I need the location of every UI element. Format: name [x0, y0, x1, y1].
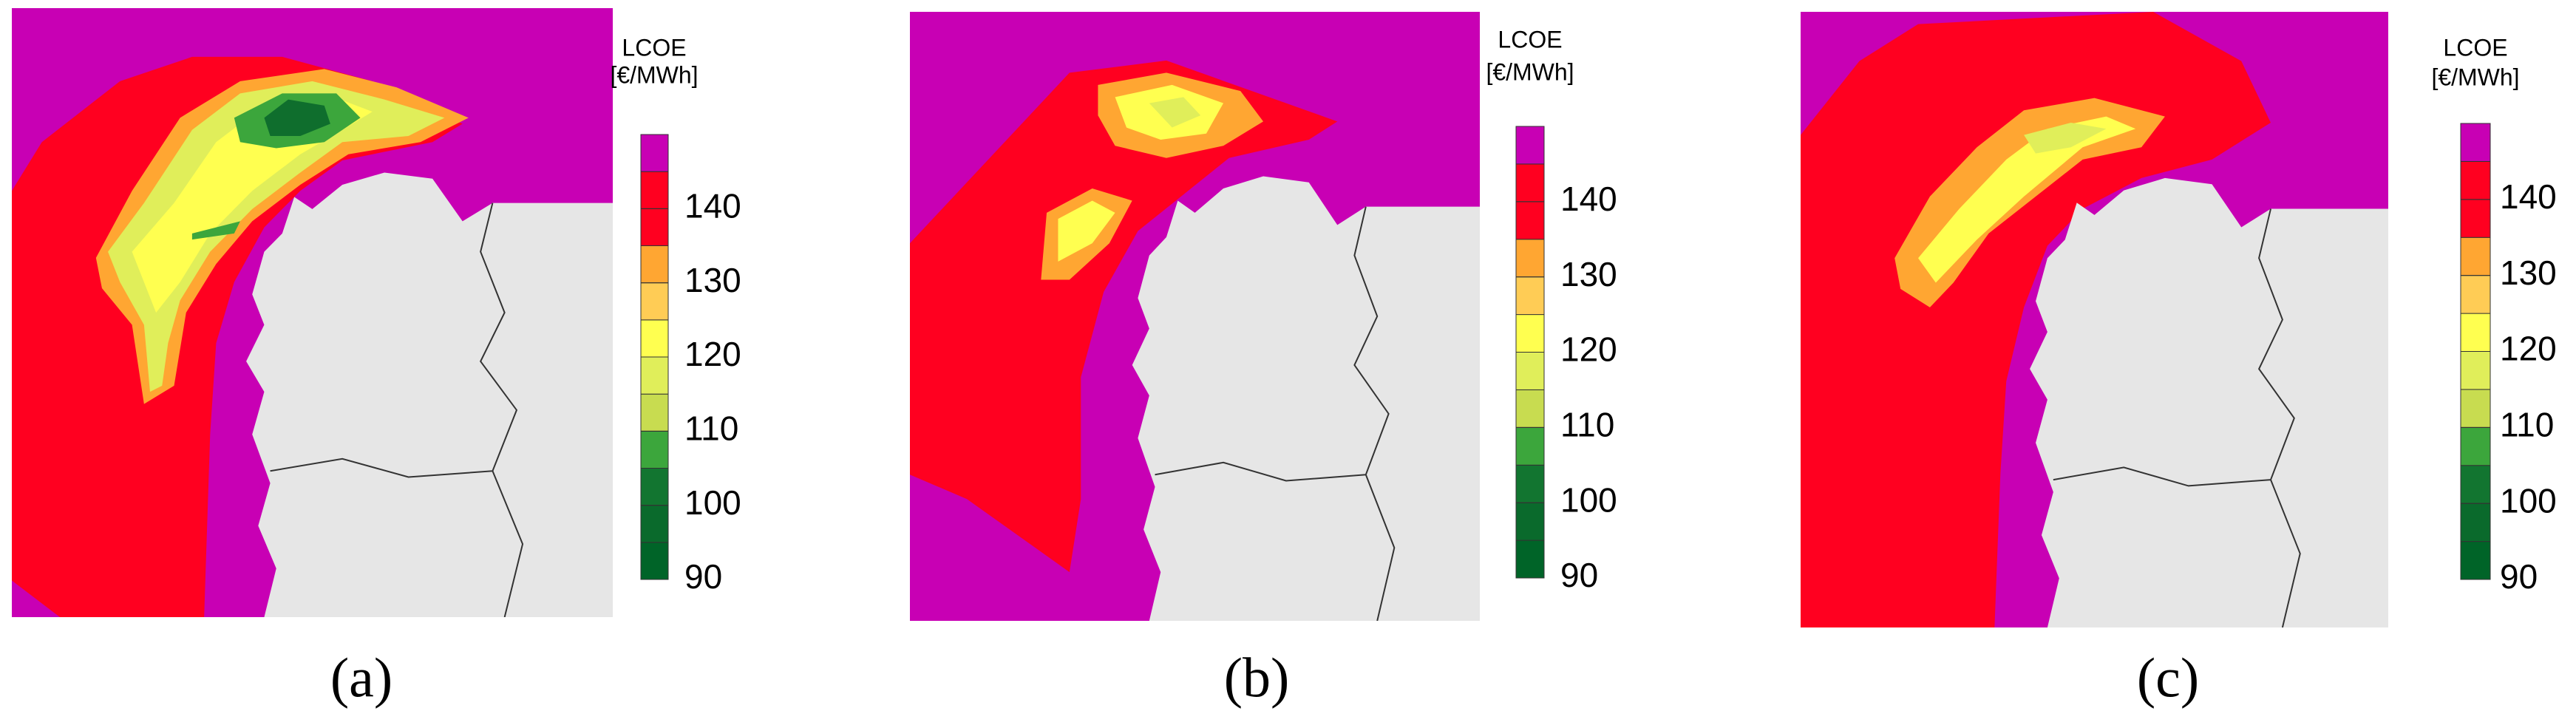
colorbar-bin	[2460, 389, 2491, 428]
colorbar-bin	[2460, 160, 2491, 200]
colorbar-bin	[1515, 502, 1545, 541]
colorbar-title: LCOE	[1498, 26, 1562, 52]
colorbar-tick-label: 110	[2500, 405, 2554, 443]
colorbar-bin	[1515, 464, 1545, 503]
colorbar-tick-label: 100	[2500, 481, 2557, 520]
colorbar-bin	[2460, 275, 2491, 314]
map-a	[12, 8, 613, 617]
colorbar-unit: [€/MWh]	[1486, 58, 1574, 85]
colorbar-bin	[640, 208, 669, 247]
colorbar-tick-label: 100	[1560, 480, 1617, 519]
colorbar-unit: [€/MWh]	[2431, 64, 2519, 90]
colorbar-bin	[640, 505, 669, 543]
colorbar-tick-label: 110	[1560, 405, 1614, 443]
colorbar-bin	[640, 542, 669, 580]
colorbar-bin	[640, 245, 669, 284]
colorbar-bin	[640, 356, 669, 395]
colorbar-bin	[640, 430, 669, 469]
colorbar-bin	[640, 282, 669, 321]
colorbar-title: LCOE	[2443, 34, 2507, 61]
colorbar-bin	[1515, 276, 1545, 316]
colorbar-bin	[1515, 314, 1545, 353]
colorbar-bin	[2460, 503, 2491, 542]
colorbar-tick-label: 140	[1560, 180, 1617, 218]
colorbar-bin	[1515, 540, 1545, 579]
colorbar-bin	[2460, 123, 2491, 162]
colorbar-bin	[1515, 239, 1545, 278]
colorbar-bin	[1515, 389, 1545, 428]
colorbar-tick-label: 90	[1560, 556, 1598, 594]
colorbar-tick-label: 130	[2500, 254, 2557, 292]
colorbar-bin	[1515, 126, 1545, 165]
colorbar-bin	[1515, 426, 1545, 466]
colorbar-tick-label: 90	[684, 557, 722, 596]
colorbar-tick-label: 120	[1560, 330, 1617, 369]
colorbar-bin	[1515, 352, 1545, 390]
colorbar-tick-label: 90	[2500, 557, 2538, 596]
panel-label: (b)	[1224, 647, 1290, 709]
colorbar-bin	[2460, 541, 2491, 580]
colorbar-bin	[2460, 313, 2491, 353]
panel-label: (a)	[330, 647, 392, 709]
colorbar-tick-label: 140	[684, 186, 741, 225]
colorbar-tick-label: 100	[684, 483, 741, 522]
map-c	[1801, 12, 2388, 627]
colorbar-bin	[2460, 237, 2491, 276]
colorbar-bin	[2460, 426, 2491, 466]
colorbar-bin	[640, 171, 669, 209]
colorbar-bin	[1515, 201, 1545, 240]
colorbar-unit: [€/MWh]	[610, 61, 698, 88]
colorbar-bin	[640, 319, 669, 358]
colorbar-bin	[640, 468, 669, 506]
colorbar-tick-label: 140	[2500, 177, 2557, 216]
colorbar-bin	[640, 393, 669, 432]
colorbar-tick-label: 110	[684, 409, 738, 447]
panel-label: (c)	[2137, 647, 2199, 709]
colorbar-bin	[2460, 199, 2491, 238]
colorbar-tick-label: 130	[1560, 255, 1617, 293]
colorbar-tick-label: 120	[2500, 330, 2557, 368]
colorbar-title: LCOE	[622, 34, 686, 61]
colorbar-tick-label: 130	[684, 261, 741, 299]
colorbar-tick-label: 120	[684, 335, 741, 373]
colorbar-bin	[2460, 351, 2491, 390]
colorbar-bin	[1515, 163, 1545, 203]
map-b	[910, 12, 1480, 621]
colorbar-bin	[2460, 465, 2491, 504]
colorbar-bin	[640, 134, 669, 172]
